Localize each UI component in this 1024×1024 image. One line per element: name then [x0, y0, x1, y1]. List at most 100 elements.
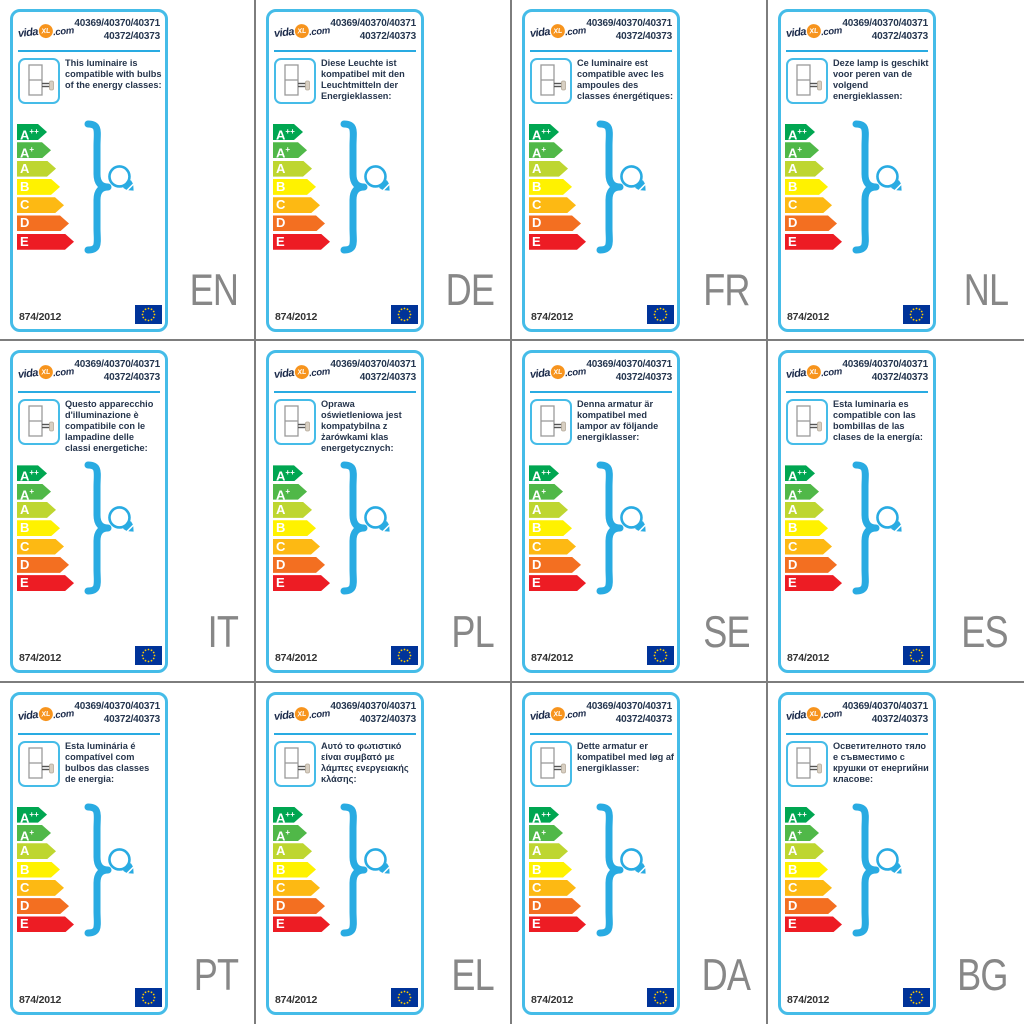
energy-class-arrow-C: C	[785, 197, 832, 213]
energy-class-label: A+	[20, 145, 35, 161]
energy-class-arrow-E: E	[785, 575, 842, 591]
product-codes: 40369/40370/40371 40372/40373	[330, 358, 416, 384]
logo-text-vida: vida	[785, 25, 807, 40]
eu-stars	[141, 990, 156, 1005]
language-code: EN	[179, 268, 239, 313]
luminaire-icon	[530, 399, 572, 446]
language-code: PL	[442, 606, 495, 657]
label-cell: vida XL .com 40369/40370/40371 40372/403…	[256, 341, 512, 683]
card-header: vida XL .com 40369/40370/40371 40372/403…	[17, 358, 160, 384]
energy-class-arrow-A+: A+	[529, 825, 563, 841]
eu-flag-icon	[647, 305, 674, 324]
brace-icon	[596, 120, 624, 254]
logo-text-com: .com	[564, 366, 587, 380]
language-code-text: IT	[207, 606, 239, 657]
regulation-number: 874/2012	[787, 311, 830, 323]
logo-xl-badge-icon: XL	[294, 364, 310, 381]
energy-class-arrow-B: B	[785, 520, 828, 536]
regulation-number: 874/2012	[19, 652, 62, 665]
energy-class-label: E	[20, 916, 29, 932]
luminaire-pictogram-icon	[540, 405, 566, 437]
brace-icon	[84, 803, 112, 937]
energy-class-arrow-A++: A++	[529, 807, 559, 823]
brace-icon	[84, 461, 112, 595]
energy-class-label: E	[276, 233, 285, 249]
header-divider	[18, 391, 160, 394]
compatibility-info: This luminaire is compatible with bulbs …	[18, 58, 162, 104]
logo-text-com: .com	[308, 707, 331, 721]
header-divider	[274, 391, 416, 394]
energy-class-list: A++ A+ A B C D E	[273, 124, 330, 252]
energy-class-arrow-D: D	[529, 557, 581, 573]
luminaire-icon	[786, 740, 828, 787]
energy-class-label: D	[20, 898, 30, 914]
energy-class-arrow-A+: A+	[17, 484, 51, 500]
product-code-line-2: 40372/40373	[359, 31, 416, 42]
energy-class-label: D	[20, 556, 30, 572]
product-code-line-2: 40372/40373	[359, 713, 416, 725]
energy-class-arrow-A++: A++	[785, 465, 815, 481]
eu-stars	[141, 307, 156, 322]
energy-class-label: D	[276, 556, 286, 572]
energy-class-label: C	[20, 197, 30, 213]
label-cell: vida XL .com 40369/40370/40371 40372/403…	[768, 0, 1024, 342]
energy-class-arrow-B: B	[17, 520, 60, 536]
regulation-number: 874/2012	[787, 652, 830, 665]
energy-class-label: A++	[276, 809, 295, 825]
language-code-text: PL	[451, 606, 495, 657]
energy-class-arrow-D: D	[529, 898, 581, 914]
energy-label-card: vida XL .com 40369/40370/40371 40372/403…	[266, 350, 424, 674]
label-cell: vida XL .com 40369/40370/40371 40372/403…	[512, 0, 768, 342]
vidaxl-logo: vida XL .com	[17, 703, 75, 725]
language-code-text: DE	[445, 265, 495, 316]
compatibility-text: Denna armatur är kompatibel med lampor a…	[577, 399, 659, 443]
product-code-line-1: 40369/40370/40371	[74, 359, 160, 371]
card-header: vida XL .com 40369/40370/40371 40372/403…	[529, 17, 672, 43]
vidaxl-logo: vida XL .com	[273, 703, 331, 725]
label-cell: vida XL .com 40369/40370/40371 40372/403…	[0, 341, 256, 683]
header-divider	[786, 391, 928, 394]
energy-class-arrow-D: D	[273, 557, 325, 573]
luminaire-pictogram-icon	[284, 64, 310, 96]
energy-class-list: A++ A+ A B C D E	[17, 124, 74, 252]
regulation-number: 874/2012	[19, 311, 62, 323]
language-code-text: NL	[963, 265, 1009, 316]
logo-text-com: .com	[308, 25, 331, 39]
energy-label-card: vida XL .com 40369/40370/40371 40372/403…	[522, 691, 680, 1015]
product-codes: 40369/40370/40371 40372/40373	[586, 358, 672, 384]
energy-class-arrow-C: C	[529, 197, 576, 213]
energy-class-arrow-B: B	[785, 179, 828, 195]
bulb-icon	[620, 847, 646, 874]
product-code-line-1: 40369/40370/40371	[842, 359, 928, 371]
energy-class-arrow-D: D	[17, 215, 69, 231]
energy-class-arrow-A++: A++	[273, 807, 303, 823]
eu-flag-icon	[903, 987, 930, 1007]
eu-flag-icon	[135, 646, 162, 666]
product-code-line-2: 40372/40373	[103, 372, 160, 384]
energy-class-label: C	[20, 879, 30, 895]
eu-flag-icon	[647, 646, 674, 666]
energy-class-label: A+	[532, 827, 547, 844]
product-code-line-1: 40369/40370/40371	[330, 359, 416, 371]
label-cell: vida XL .com 40369/40370/40371 40372/403…	[0, 682, 256, 1024]
compatibility-info: Esta luminária é compatível com bulbos d…	[18, 740, 162, 787]
brace-icon	[340, 461, 368, 595]
product-codes: 40369/40370/40371 40372/40373	[74, 17, 160, 43]
energy-class-label: C	[788, 538, 798, 554]
energy-class-arrow-D: D	[785, 898, 837, 914]
luminaire-icon	[530, 740, 572, 787]
product-code-line-2: 40372/40373	[359, 372, 416, 384]
regulation-number: 874/2012	[531, 993, 574, 1006]
energy-class-label: A+	[532, 486, 547, 502]
energy-class-arrow-A: A	[273, 843, 312, 859]
bulb-icon	[364, 165, 390, 191]
energy-class-arrow-C: C	[273, 197, 320, 213]
eu-flag-icon	[903, 305, 930, 324]
luminaire-pictogram-icon	[796, 64, 822, 96]
energy-class-arrow-B: B	[273, 179, 316, 195]
logo-text-com: .com	[308, 366, 331, 380]
energy-label-card: vida XL .com 40369/40370/40371 40372/403…	[522, 350, 680, 674]
regulation-number: 874/2012	[19, 993, 62, 1006]
label-cell: vida XL .com 40369/40370/40371 40372/403…	[768, 341, 1024, 683]
energy-class-label: B	[532, 178, 542, 194]
